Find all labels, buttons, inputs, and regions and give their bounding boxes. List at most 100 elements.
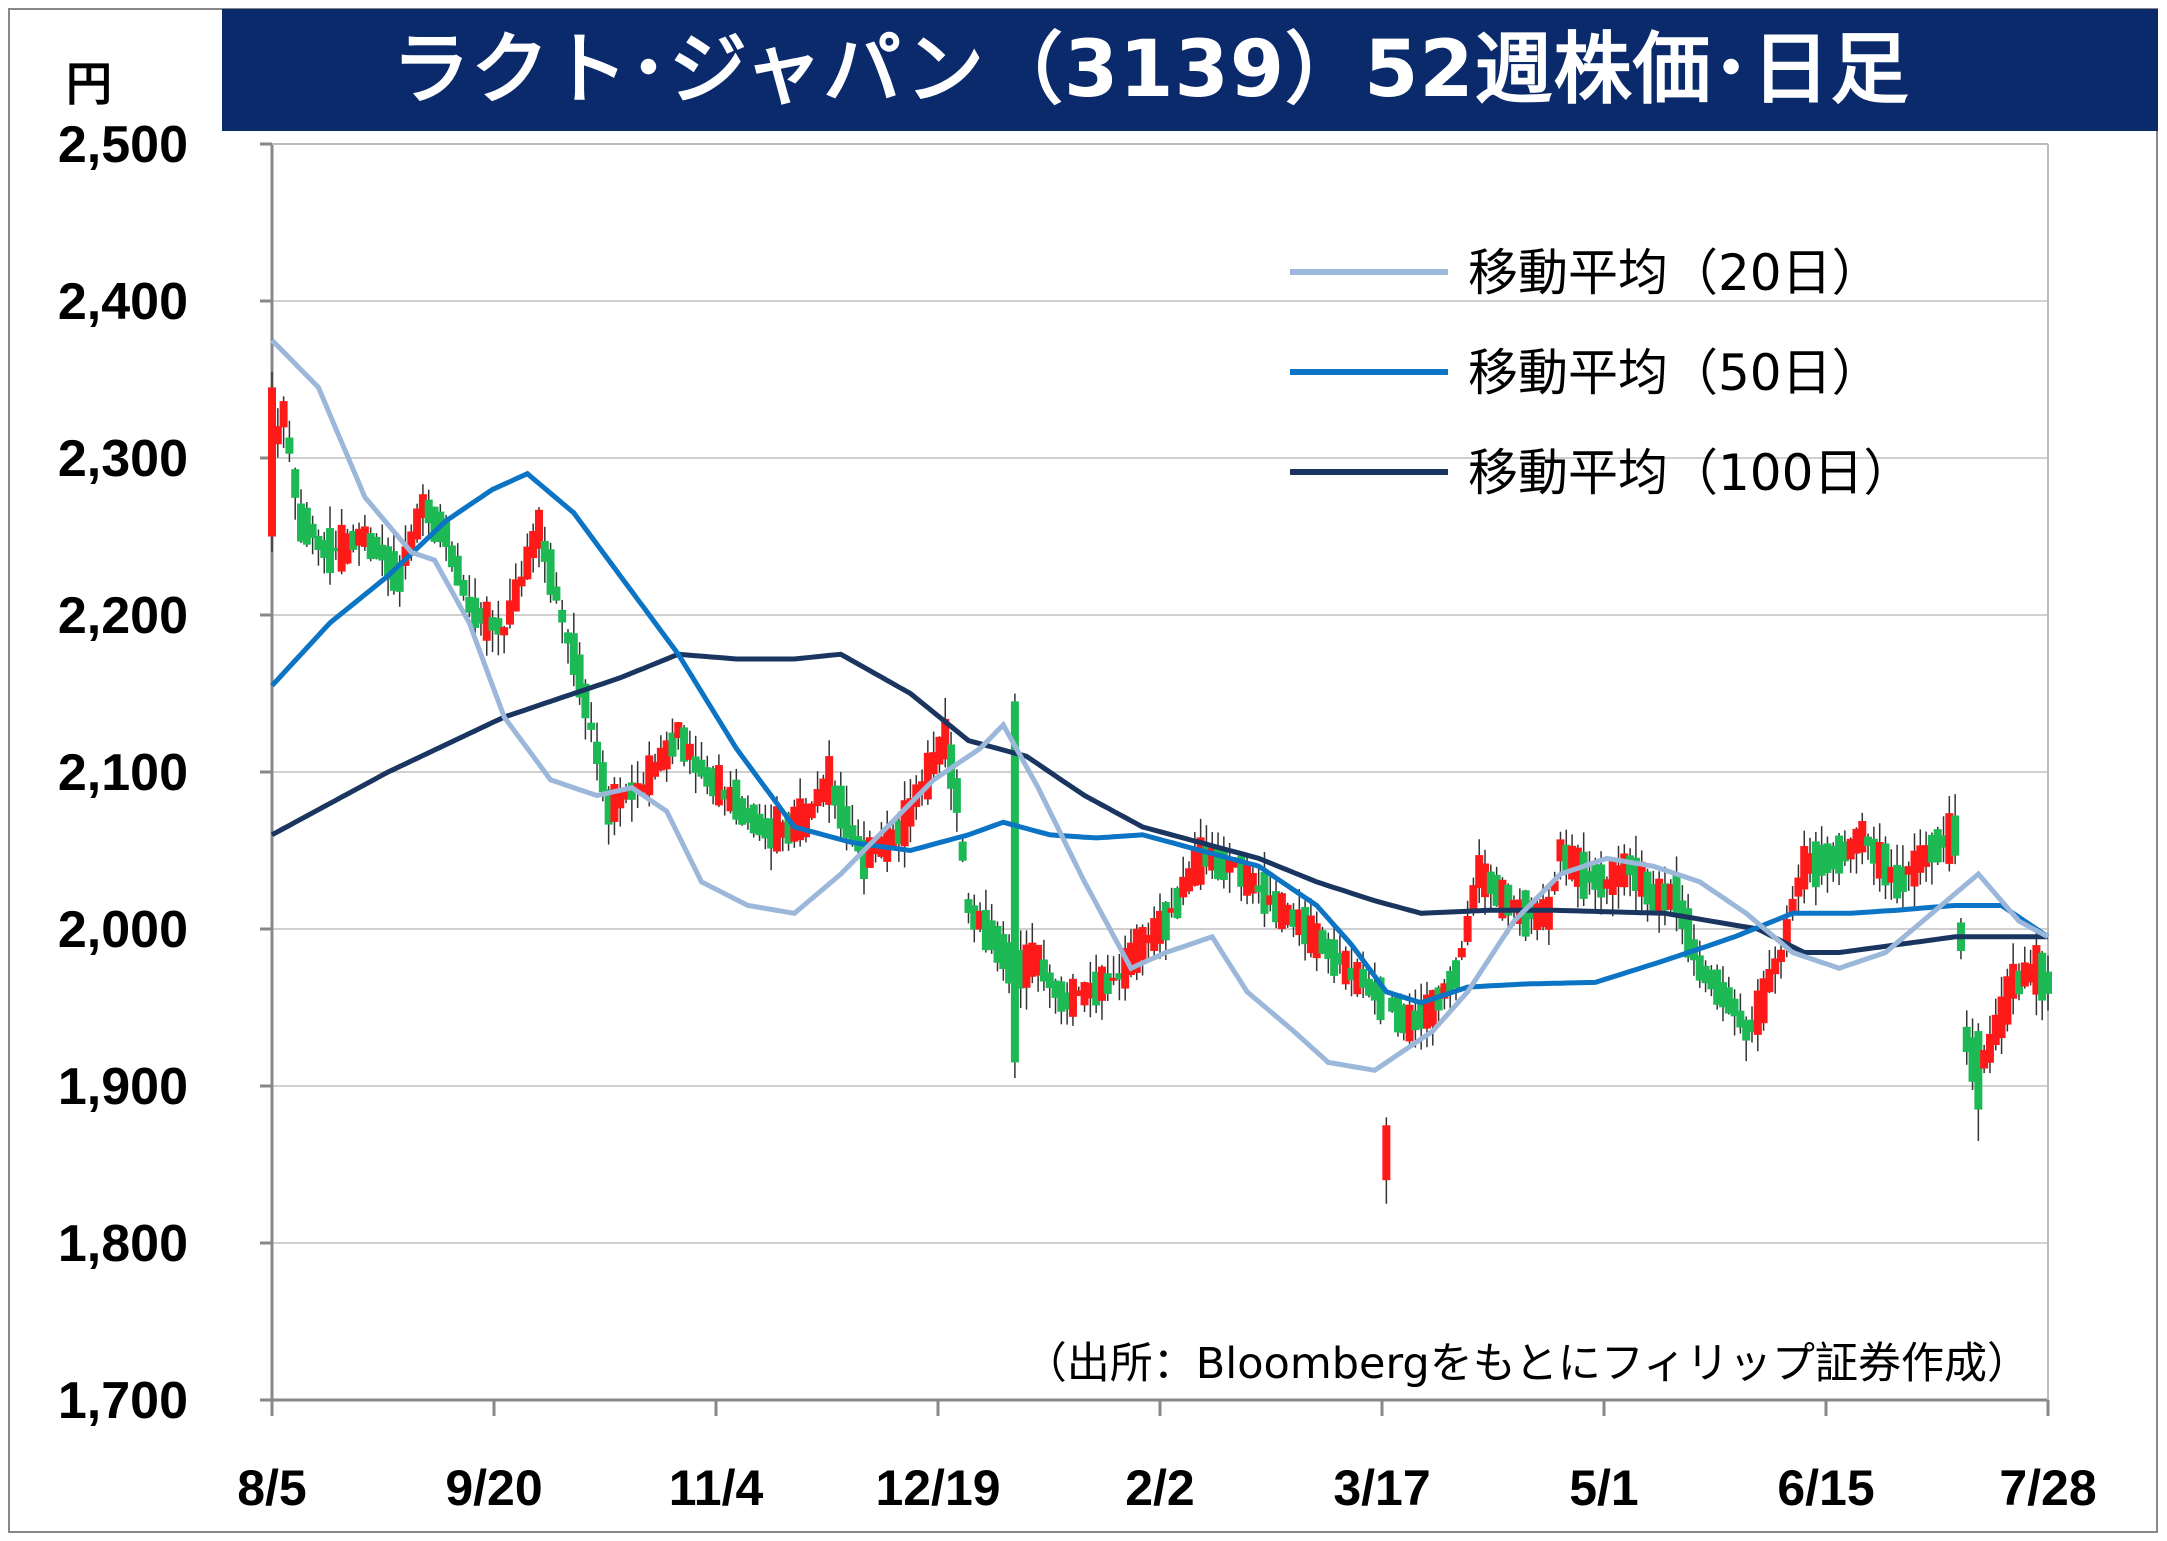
ma50-line [270, 470, 2050, 1006]
candle-down [697, 759, 706, 777]
y-tick-label: 2,100 [58, 744, 188, 802]
candle-down [981, 909, 990, 951]
candle-up [482, 601, 491, 641]
candle-up [1150, 918, 1159, 952]
candle-up [1034, 944, 1043, 976]
candle-up [1759, 978, 1768, 1024]
candle-up [1341, 950, 1350, 985]
chart-frame [8, 8, 2158, 1533]
candle-down [2038, 952, 2047, 1001]
candle-up [337, 524, 346, 572]
candle-up [656, 747, 665, 771]
candle-down [366, 533, 375, 560]
moving-average-lines [270, 338, 2050, 1073]
candle-down [1562, 844, 1571, 873]
candle-down [1968, 1037, 1977, 1082]
candle-down [1446, 970, 1455, 994]
candle-up [1510, 899, 1519, 913]
candle-up [883, 827, 892, 862]
candle-down [558, 609, 567, 623]
candle-up [1306, 915, 1315, 954]
candle-down [2044, 971, 2052, 994]
candle-down [668, 732, 677, 757]
candle-down [1492, 874, 1501, 906]
candle-up [1782, 919, 1791, 943]
candle-down [1660, 883, 1669, 911]
candle-down [424, 499, 433, 524]
candle-up [1539, 899, 1548, 928]
candle-up [1637, 861, 1646, 897]
candle-down [569, 633, 578, 675]
candle-down [1649, 884, 1658, 912]
candle-up [1980, 1050, 1989, 1069]
candle-up [1875, 842, 1884, 879]
candle-down [593, 741, 602, 765]
y-tick-label: 2,200 [58, 587, 188, 645]
legend-label: 移動平均（50日） [1468, 344, 1882, 402]
candle-up [1771, 958, 1780, 975]
candle-down [564, 632, 572, 644]
candle-up [511, 579, 520, 612]
candle-down [1898, 866, 1907, 892]
x-tick-label: 8/5 [237, 1460, 307, 1516]
candle-down [1347, 967, 1356, 981]
candle-down [372, 536, 381, 559]
candle-down [627, 782, 636, 800]
gridlines [272, 143, 2048, 1244]
candle-down [703, 767, 712, 787]
candle-down [848, 825, 857, 842]
candle-down [1597, 864, 1606, 898]
candle-down [1005, 942, 1014, 984]
candle-up [633, 783, 642, 792]
candle-up [941, 718, 950, 760]
candle-up [819, 778, 828, 803]
candle-up [929, 752, 938, 775]
candle-down [680, 727, 689, 762]
candle-up [1806, 853, 1815, 874]
candle-up [906, 798, 915, 827]
legend: 移動平均（20日） 移動平均（50日） 移動平均（100日） [1290, 244, 1913, 502]
candle-up [1794, 877, 1803, 897]
candle-down [1591, 863, 1600, 890]
candle-down [709, 768, 718, 797]
candle-up [1185, 868, 1194, 892]
candle-down [842, 806, 851, 838]
candle-down [1974, 1031, 1983, 1110]
candle-up [714, 765, 723, 806]
candle-down [430, 506, 439, 542]
candle-down [720, 789, 729, 800]
candle-down [1063, 992, 1072, 1010]
candle-down [1864, 836, 1873, 846]
candle-down [349, 530, 358, 550]
candle-down [1289, 909, 1298, 927]
candle-down [755, 813, 764, 836]
candle-up [517, 576, 526, 587]
candle-down [1933, 829, 1942, 863]
candle-up [772, 806, 781, 852]
candle-down [598, 762, 607, 793]
candle-up [360, 526, 369, 547]
axes [260, 142, 2050, 1416]
candle-down [575, 654, 584, 698]
x-tick-label: 2/2 [1125, 1460, 1195, 1516]
candle-up [662, 740, 671, 770]
candle-down [453, 555, 462, 586]
candle-down [314, 535, 323, 551]
candle-down [2014, 970, 2023, 995]
candle-up [1126, 942, 1135, 975]
candle-down [494, 618, 503, 635]
candle-up [1382, 1125, 1391, 1181]
candle-up [1132, 928, 1141, 973]
candle-down [1811, 841, 1820, 888]
candle-down [1951, 815, 1960, 856]
candle-up [1846, 838, 1855, 860]
candle-down [993, 926, 1002, 963]
candle-up [1080, 982, 1089, 1006]
y-tick-label: 2,300 [58, 430, 188, 488]
legend-label: 移動平均（100日） [1468, 444, 1913, 502]
candle-up [1800, 846, 1809, 890]
candle-down [1829, 845, 1838, 870]
candle-up [1922, 845, 1931, 867]
candle-down [732, 779, 741, 820]
